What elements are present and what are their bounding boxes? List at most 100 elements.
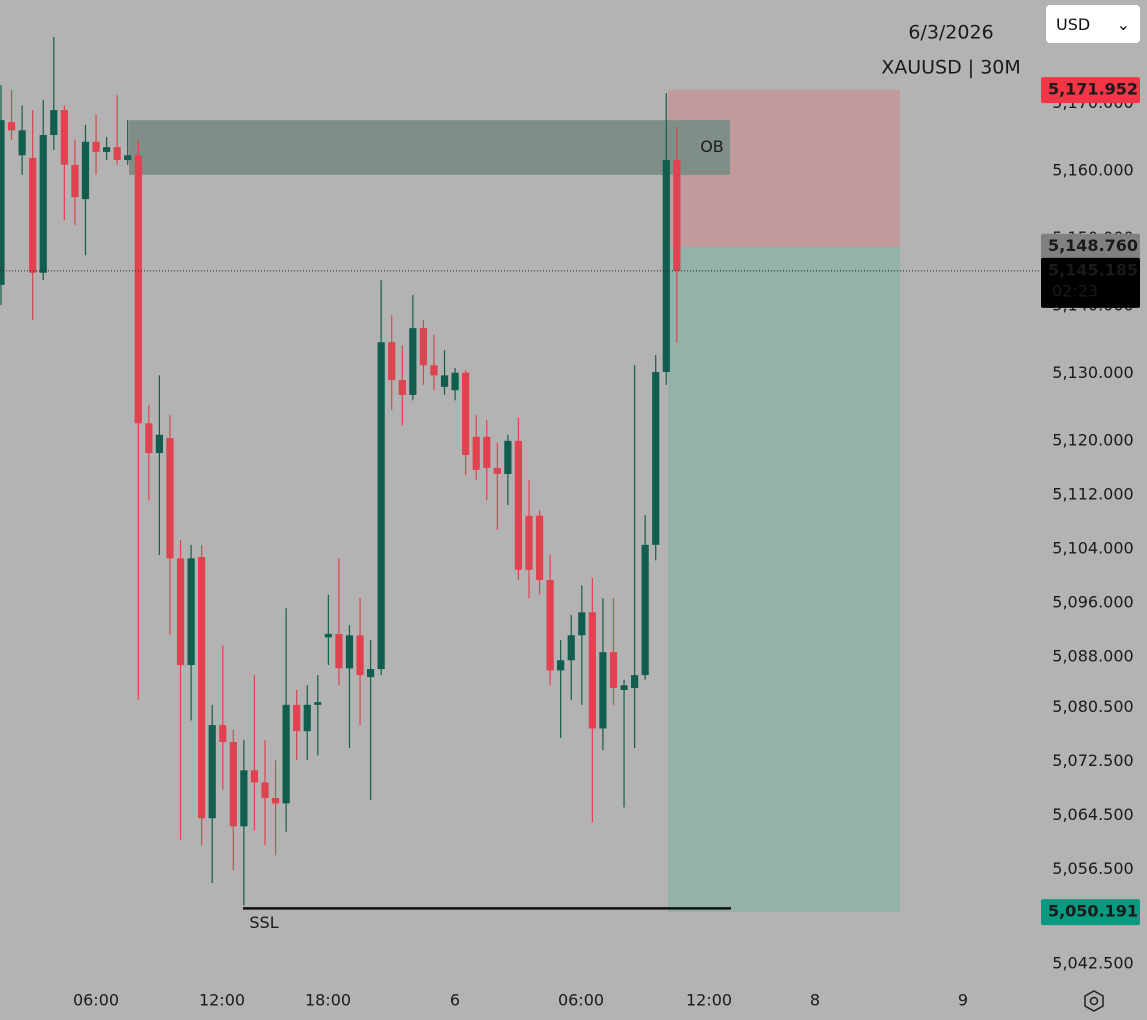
candle-body: [377, 342, 385, 670]
x-tick-label: 6: [450, 991, 460, 1010]
y-tick-label: 5,072.500: [1052, 751, 1133, 770]
y-tick-label: 5,096.000: [1052, 592, 1133, 611]
settings-icon[interactable]: [1084, 990, 1104, 1012]
zones: OB: [129, 90, 900, 913]
currency: USD: [1056, 14, 1091, 34]
candle-body: [609, 652, 618, 688]
x-tick-label: 8: [810, 991, 820, 1010]
candle-body: [145, 423, 153, 454]
candle-body: [208, 725, 216, 819]
price-badge-label: 5,050.191: [1048, 902, 1138, 921]
candle-body: [229, 741, 237, 827]
y-tick-label: 5,088.000: [1052, 646, 1133, 665]
candle-body: [71, 164, 79, 198]
y-tick-label: 5,120.000: [1052, 430, 1133, 449]
y-tick-label: 5,104.000: [1052, 538, 1133, 557]
candle-body: [124, 155, 132, 161]
chevron: ⌄: [1116, 14, 1130, 34]
candle-body: [620, 685, 628, 690]
candle-body: [662, 160, 670, 372]
candle-body: [557, 660, 565, 671]
candle-body: [398, 380, 406, 395]
y-tick-label: 5,130.000: [1052, 363, 1133, 382]
price-badge-label: 5,171.952: [1048, 80, 1138, 99]
candle-body: [451, 372, 459, 391]
candle-body: [219, 725, 227, 742]
candle-body: [409, 328, 417, 395]
candle-body: [155, 434, 163, 454]
candle-body: [578, 612, 586, 636]
price-badge-label: 5,145.185: [1048, 260, 1138, 279]
candle-body: [493, 467, 501, 474]
candle-body: [462, 372, 470, 456]
candle-body: [198, 556, 206, 819]
candle-body: [419, 328, 427, 366]
candle-body: [271, 797, 280, 804]
order-block: [129, 120, 730, 175]
candle-body: [472, 436, 480, 470]
candle-body: [176, 558, 185, 665]
candle-body: [92, 141, 100, 152]
candle-body: [103, 147, 111, 152]
currency-select[interactable]: USD ⌄: [1046, 5, 1140, 43]
candle-body: [240, 770, 248, 827]
candle-body: [60, 110, 68, 165]
countdown: 02:23: [1052, 281, 1098, 300]
candle-body: [599, 652, 607, 729]
candle-body: [388, 342, 396, 381]
liquidity-label: SSL: [249, 913, 278, 932]
candle-body: [261, 782, 269, 798]
price-badge: [1041, 257, 1140, 308]
settings-button[interactable]: [1084, 990, 1104, 1012]
candle-body: [187, 558, 195, 665]
x-tick-label: 06:00: [558, 991, 604, 1010]
settings-icon-dot[interactable]: [1089, 996, 1099, 1006]
candle-body: [631, 675, 639, 688]
x-tick-label: 12:00: [199, 991, 245, 1010]
price-badge: [1041, 77, 1140, 104]
candle-body: [525, 515, 533, 570]
candle-body: [81, 141, 90, 200]
candle-body: [535, 515, 544, 580]
candle-body: [367, 669, 375, 678]
symbol: XAUUSD | 30M: [881, 57, 1021, 79]
candle-body: [282, 704, 290, 804]
candle-body: [29, 157, 37, 273]
candle-body: [514, 440, 523, 570]
candle-body: [335, 633, 343, 669]
candle-body: [652, 371, 660, 545]
y-tick-label: 5,056.500: [1052, 859, 1133, 878]
candle-body: [113, 147, 121, 161]
candle-body: [504, 440, 512, 474]
y-tick-label: 5,042.500: [1052, 954, 1133, 973]
candle-body: [166, 438, 174, 559]
candle-body: [250, 770, 259, 783]
y-tick-label: 5,160.000: [1052, 160, 1133, 179]
price-badge: [1041, 233, 1140, 260]
candle-body: [641, 544, 649, 676]
y-tick-label: 5,112.000: [1052, 484, 1133, 503]
x-tick-label: 18:00: [305, 991, 351, 1010]
x-tick-label: 06:00: [73, 991, 119, 1010]
candle-body: [293, 704, 301, 732]
x-tick-label: 12:00: [686, 991, 732, 1010]
candle-body: [0, 120, 5, 285]
candle-body: [356, 635, 364, 676]
candle-body: [588, 612, 596, 729]
candle-body: [324, 633, 332, 638]
candle-body: [7, 122, 16, 131]
candle-body: [50, 110, 58, 136]
candle-body: [440, 375, 449, 387]
target-zone: [668, 246, 900, 913]
candles: SSL: [0, 37, 1040, 932]
candle-body: [430, 365, 438, 376]
candle-body: [673, 160, 681, 271]
price-badge: [1041, 899, 1140, 926]
x-tick-label: 9: [958, 991, 968, 1010]
candle-body: [567, 635, 575, 661]
order-block-label: OB: [700, 137, 724, 156]
candle-body: [39, 135, 47, 273]
price-badge-label: 5,148.760: [1048, 236, 1138, 255]
